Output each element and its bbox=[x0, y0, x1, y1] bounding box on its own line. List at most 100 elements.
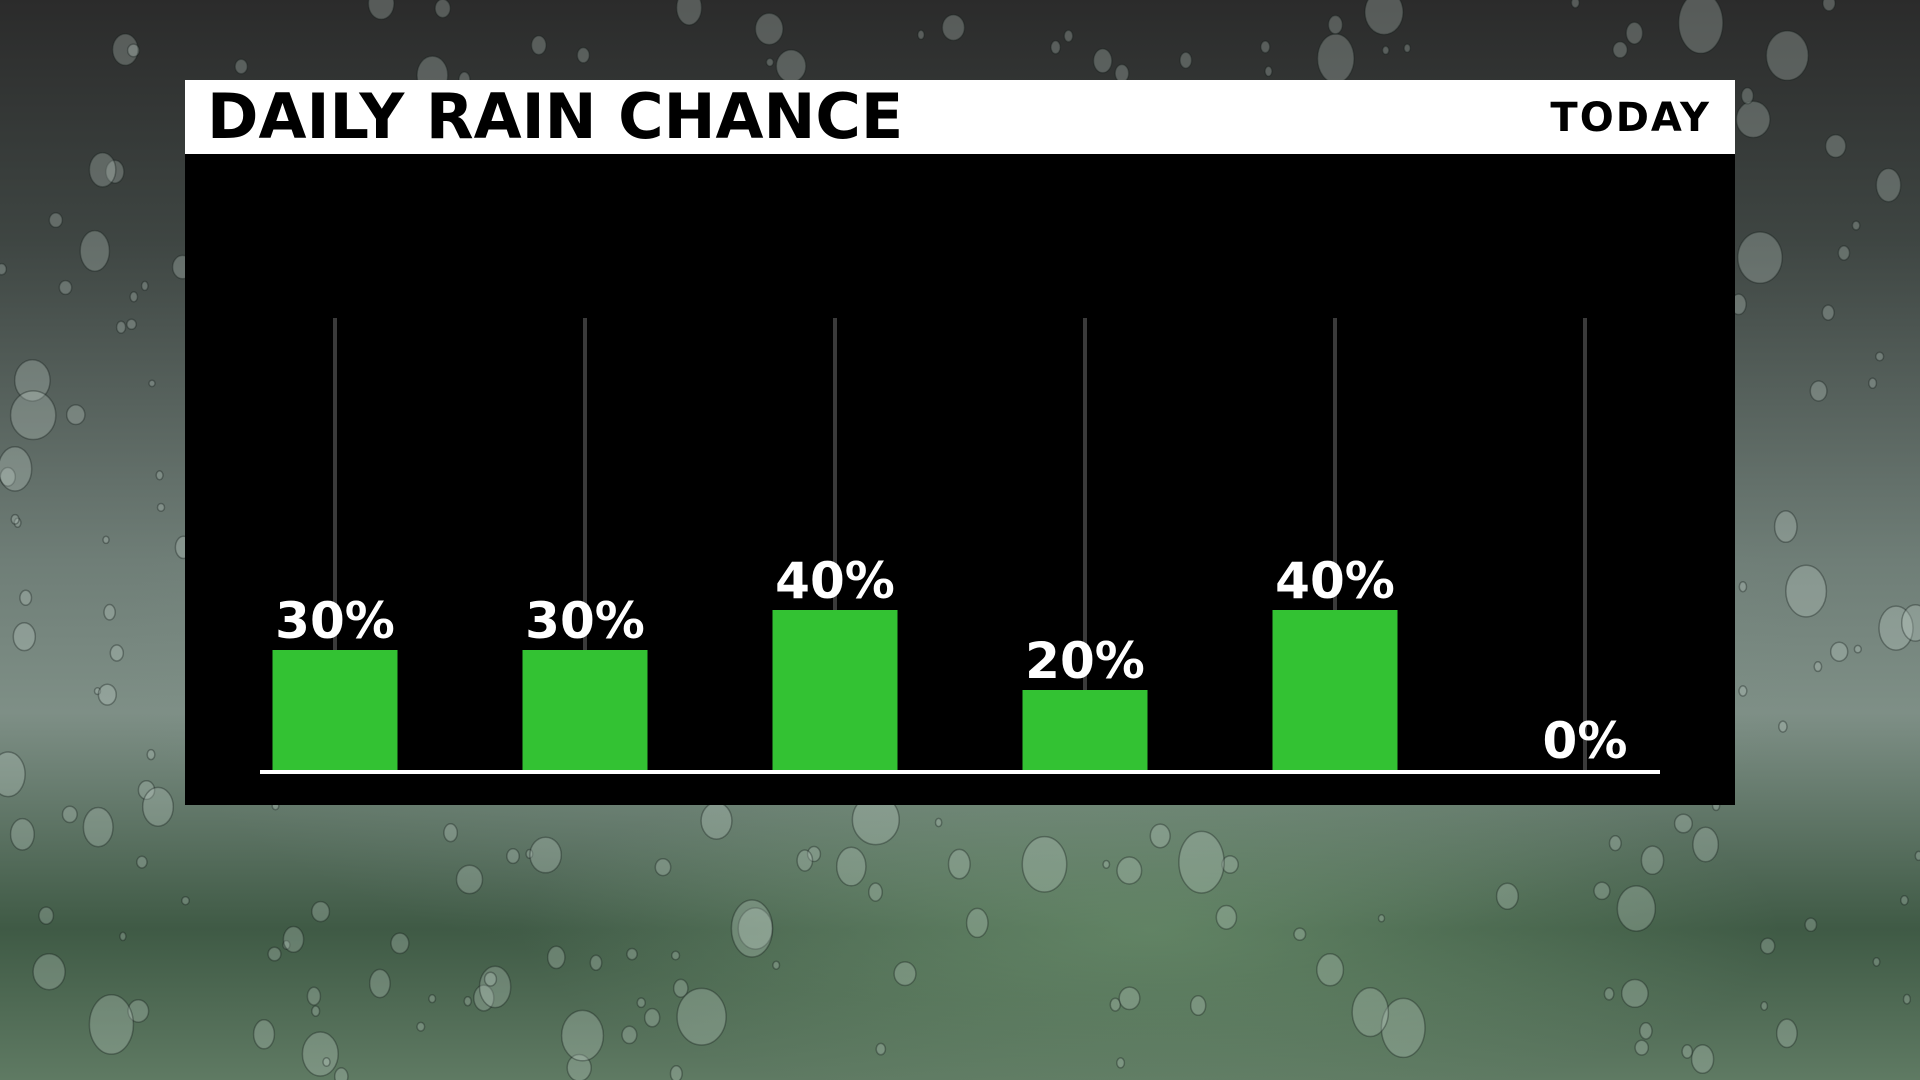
raindrop bbox=[1875, 351, 1885, 362]
raindrop bbox=[934, 817, 943, 828]
raindrop bbox=[129, 291, 139, 303]
bar-fri bbox=[272, 650, 398, 770]
chart-title: DAILY RAIN CHANCE bbox=[207, 80, 904, 153]
raindrop bbox=[10, 513, 20, 525]
raindrop bbox=[1570, 0, 1580, 9]
raindrop bbox=[32, 952, 66, 991]
raindrop bbox=[1264, 65, 1273, 77]
raindrop bbox=[506, 848, 520, 865]
raindrop bbox=[119, 931, 127, 942]
bar-tue bbox=[1272, 610, 1398, 770]
raindrop bbox=[1677, 0, 1724, 55]
raindrop bbox=[560, 1009, 605, 1062]
raindrop bbox=[1821, 304, 1835, 321]
raindrop bbox=[1735, 100, 1771, 139]
raindrop bbox=[1293, 927, 1307, 942]
raindrop bbox=[1778, 720, 1788, 733]
raindrop bbox=[868, 882, 883, 902]
raindrop bbox=[1118, 986, 1141, 1011]
raindrop bbox=[1116, 1057, 1126, 1069]
raindrop bbox=[1634, 1039, 1650, 1056]
category-label-fri: FRI bbox=[301, 799, 370, 805]
raindrop bbox=[1640, 845, 1665, 876]
raindrop bbox=[1050, 40, 1062, 55]
raindrop bbox=[367, 0, 395, 21]
raindrop bbox=[416, 1021, 426, 1032]
raindrop bbox=[390, 932, 410, 955]
rain-chance-panel: DAILY RAIN CHANCE TODAY 30% FRI 30% SAT 40% S… bbox=[185, 80, 1735, 805]
raindrop bbox=[1737, 231, 1783, 284]
raindrop bbox=[1215, 904, 1238, 930]
raindrop bbox=[103, 603, 116, 621]
raindrop bbox=[12, 622, 37, 652]
category-label-sat: SAT bbox=[544, 799, 626, 805]
raindrop bbox=[13, 517, 22, 528]
raindrop bbox=[1902, 993, 1912, 1005]
raindrop bbox=[1872, 956, 1881, 967]
raindrop bbox=[61, 805, 78, 824]
raindrop bbox=[1351, 986, 1390, 1038]
raindrop bbox=[643, 1007, 661, 1028]
raindrop bbox=[1851, 220, 1861, 231]
raindrop bbox=[941, 14, 966, 42]
raindrop bbox=[1616, 885, 1657, 932]
raindrop bbox=[282, 925, 305, 954]
raindrop bbox=[1837, 245, 1851, 261]
raindrop bbox=[88, 993, 135, 1055]
raindrop bbox=[965, 907, 989, 939]
raindrop bbox=[9, 390, 57, 441]
raindrop bbox=[1740, 87, 1755, 105]
raindrop bbox=[1102, 859, 1111, 870]
raindrop bbox=[1900, 603, 1920, 642]
rain-chance-bar-chart: 30% FRI 30% SAT 40% SUN 20% MON 40% TUE 0% WED bbox=[260, 318, 1660, 805]
raindrop bbox=[102, 535, 110, 545]
raindrop bbox=[146, 748, 156, 761]
raindrop bbox=[917, 29, 925, 41]
raindrop bbox=[13, 358, 51, 402]
bar-sat bbox=[522, 650, 648, 770]
raindrop bbox=[1189, 994, 1207, 1017]
raindrop bbox=[1092, 48, 1113, 74]
raindrop bbox=[626, 947, 638, 961]
raindrop bbox=[1681, 1044, 1694, 1059]
raindrop bbox=[65, 404, 86, 426]
raindrop bbox=[1692, 826, 1720, 863]
raindrop bbox=[38, 906, 55, 925]
raindrop bbox=[156, 502, 166, 513]
raindrop bbox=[1021, 835, 1068, 893]
raindrop bbox=[282, 939, 291, 950]
raindrop bbox=[806, 845, 822, 863]
raindrop bbox=[1495, 882, 1519, 910]
raindrop bbox=[1377, 914, 1386, 923]
raindrop bbox=[730, 899, 774, 958]
data-label-tue: 40% bbox=[1275, 552, 1395, 610]
raindrop bbox=[893, 961, 917, 987]
raindrop bbox=[1316, 953, 1345, 987]
raindrop bbox=[672, 978, 689, 998]
data-label-sat: 30% bbox=[525, 592, 645, 650]
raindrop bbox=[1673, 813, 1693, 834]
raindrop bbox=[473, 984, 495, 1012]
raindrop bbox=[589, 954, 603, 971]
raindrop bbox=[576, 46, 591, 64]
raindrop bbox=[58, 279, 73, 296]
raindrop bbox=[1738, 580, 1748, 593]
raindrop bbox=[93, 686, 102, 696]
raindrop bbox=[670, 950, 681, 961]
raindrop bbox=[1824, 134, 1847, 159]
data-label-mon: 20% bbox=[1025, 632, 1145, 690]
raindrop bbox=[1900, 894, 1909, 906]
today-badge: TODAY bbox=[1550, 95, 1711, 141]
raindrop bbox=[126, 318, 137, 331]
raindrop bbox=[1775, 1018, 1798, 1049]
raindrop bbox=[136, 855, 148, 869]
raindrop bbox=[126, 43, 141, 58]
raindrop bbox=[368, 968, 391, 999]
raindrop bbox=[1260, 40, 1271, 54]
raindrop bbox=[88, 151, 117, 188]
raindrop bbox=[654, 858, 672, 877]
raindrop bbox=[1759, 937, 1776, 955]
raindrop bbox=[155, 470, 164, 481]
category-label-mon: MON bbox=[1033, 799, 1137, 805]
raindrop bbox=[1760, 1001, 1769, 1011]
